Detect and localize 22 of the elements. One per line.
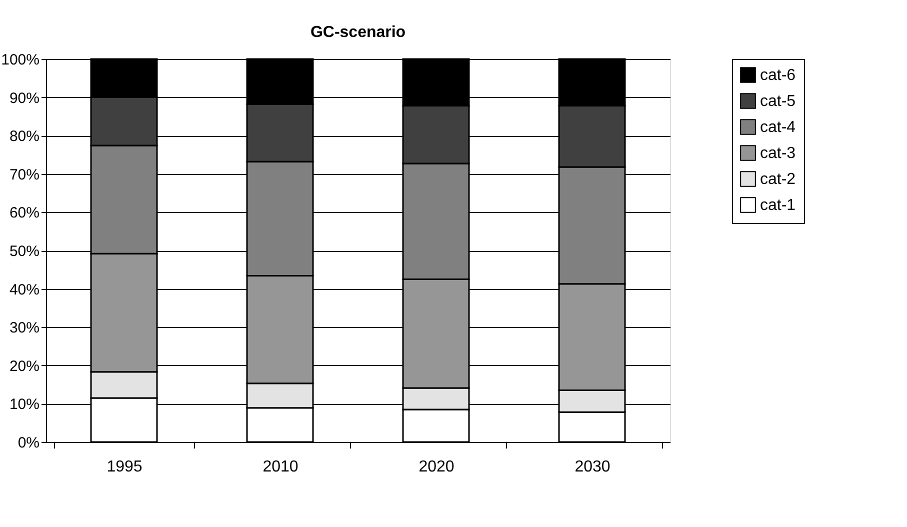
y-tick-label: 0% xyxy=(18,434,40,452)
y-tick-label: 90% xyxy=(9,90,40,107)
y-tick-label: 60% xyxy=(9,204,40,222)
legend-label: cat-5 xyxy=(760,93,796,110)
legend-label: cat-4 xyxy=(760,119,796,136)
y-tick-label: 30% xyxy=(9,320,40,337)
y-tick-label: 20% xyxy=(9,358,40,375)
y-tick-label: 50% xyxy=(9,243,40,260)
x-tick-label: 2030 xyxy=(574,458,610,476)
x-tick-label: 2010 xyxy=(262,458,298,476)
chart-title: GC-scenario xyxy=(310,24,406,41)
x-tick-label: 1995 xyxy=(106,458,142,476)
y-tick-label: 80% xyxy=(9,128,40,146)
y-tick-label: 100% xyxy=(1,52,40,68)
y-tick-label: 40% xyxy=(9,281,40,298)
x-tick-label: 2020 xyxy=(418,458,454,476)
legend-label: cat-6 xyxy=(760,67,796,84)
legend-label: cat-2 xyxy=(760,171,796,188)
y-tick-label: 10% xyxy=(9,396,40,414)
legend-label: cat-3 xyxy=(760,145,796,162)
y-tick-label: 70% xyxy=(9,166,40,184)
legend-label: cat-1 xyxy=(760,197,796,214)
